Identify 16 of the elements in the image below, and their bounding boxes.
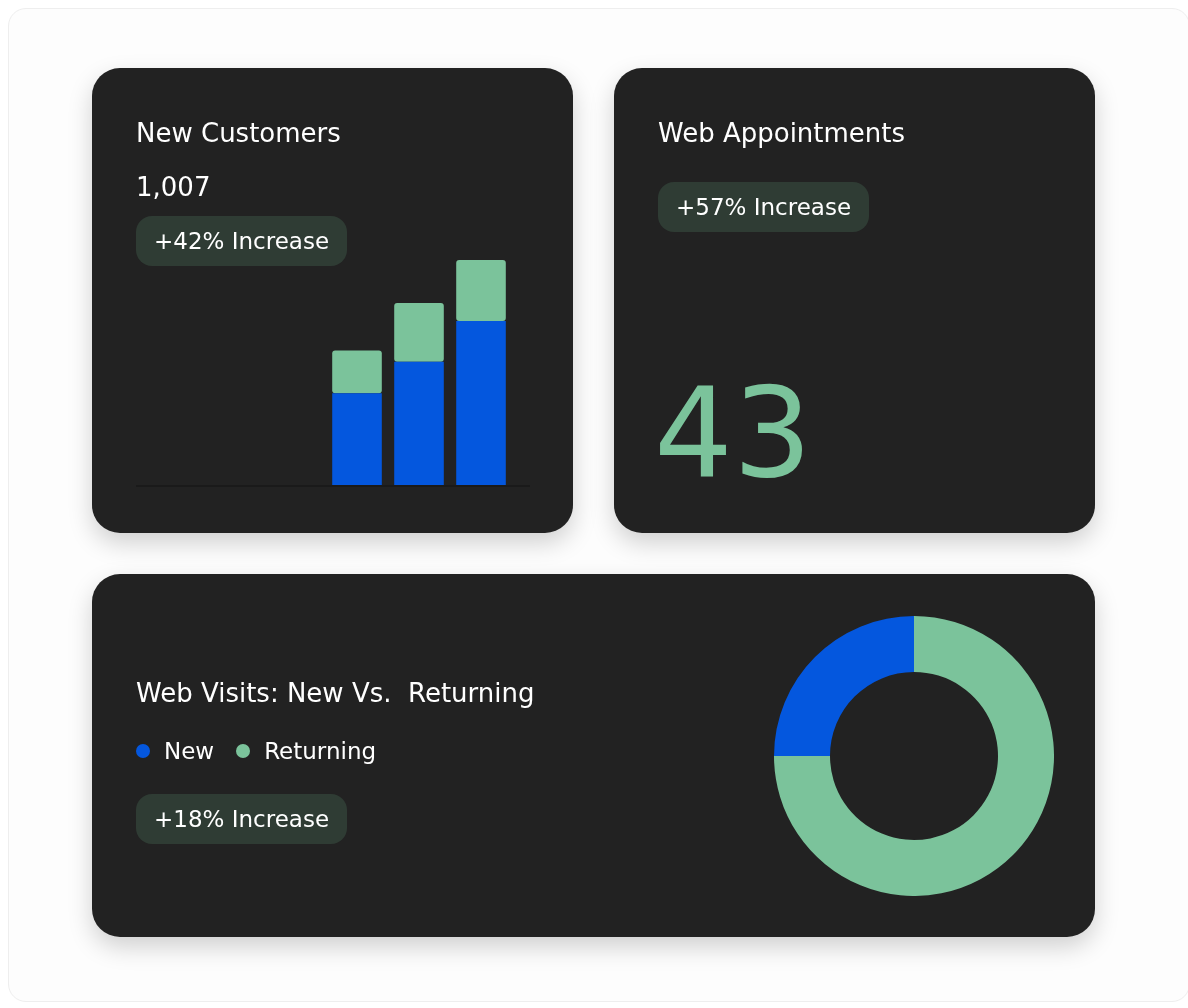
chart-subtitle: 1,007: [136, 172, 211, 202]
text: 43: [654, 361, 812, 505]
bar: [394, 302, 444, 362]
text: +42% Increase: [136, 216, 348, 266]
bar: [394, 361, 444, 486]
text: Web Visits: New Vs. Returning: [136, 678, 535, 708]
chart-title: New Customers: [136, 118, 341, 148]
bar: [456, 260, 506, 322]
bar: [332, 393, 382, 486]
text: Web Appointments: [658, 118, 906, 148]
text: +18% Increase: [136, 794, 348, 844]
text: +57% Increase: [658, 182, 870, 232]
legend-label: Returning: [264, 738, 377, 764]
bar: [456, 321, 506, 486]
legend-label: New: [164, 738, 215, 764]
bar: [332, 350, 382, 394]
